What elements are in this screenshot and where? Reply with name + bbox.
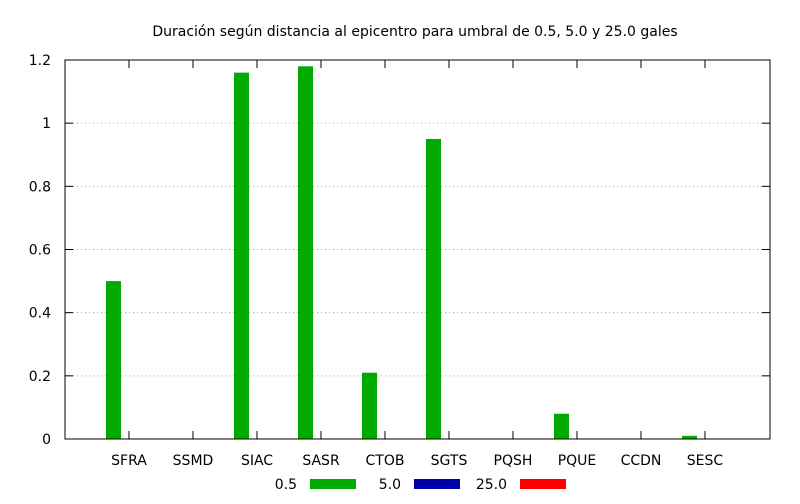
bar-sesc-series-0 (682, 435, 697, 439)
y-tick-label: 0.6 (29, 243, 51, 259)
y-tick-label: 1.2 (29, 53, 51, 69)
x-tick-label: PQUE (558, 453, 597, 469)
y-axis-tick-labels: 0 0.2 0.4 0.6 0.8 1 1.2 (29, 53, 51, 448)
axis-ticks (65, 59, 770, 440)
x-tick-label: SESC (687, 453, 724, 469)
x-tick-label: SASR (302, 453, 340, 469)
bar-sgts-series-0 (426, 138, 441, 440)
bar-siac-series-0 (234, 72, 249, 439)
legend-label: 25.0 (476, 477, 507, 493)
legend-swatch (414, 479, 460, 489)
y-tick-label: 0.2 (29, 369, 51, 385)
bar-sfra-series-0 (106, 281, 121, 439)
x-tick-label: SGTS (431, 453, 468, 469)
x-axis-tick-labels: SFRA SSMD SIAC SASR CTOB SGTS PQSH PQUE CCDN SESC (111, 453, 723, 469)
chart-title: Duración según distancia al epicentro pa… (152, 24, 677, 40)
x-tick-label: SFRA (111, 453, 147, 469)
bar-ctob-series-0 (362, 372, 377, 439)
legend: 0.5 5.0 25.0 (275, 477, 566, 493)
x-tick-label: SIAC (241, 453, 273, 469)
x-tick-label: CTOB (366, 453, 405, 469)
x-tick-label: CCDN (621, 453, 662, 469)
bar-pque-series-0 (554, 413, 569, 439)
x-tick-label: PQSH (494, 453, 533, 469)
legend-label: 0.5 (275, 477, 297, 493)
y-tick-label: 1 (42, 116, 51, 132)
legend-swatch (520, 479, 566, 489)
legend-swatch (310, 479, 356, 489)
x-tick-label: SSMD (173, 453, 214, 469)
y-tick-label: 0 (42, 432, 51, 448)
y-tick-label: 0.4 (29, 306, 51, 322)
bars (106, 66, 697, 440)
y-tick-label: 0.8 (29, 179, 51, 195)
legend-label: 5.0 (379, 477, 401, 493)
grid-lines (65, 122, 770, 377)
bar-sasr-series-0 (298, 66, 313, 440)
